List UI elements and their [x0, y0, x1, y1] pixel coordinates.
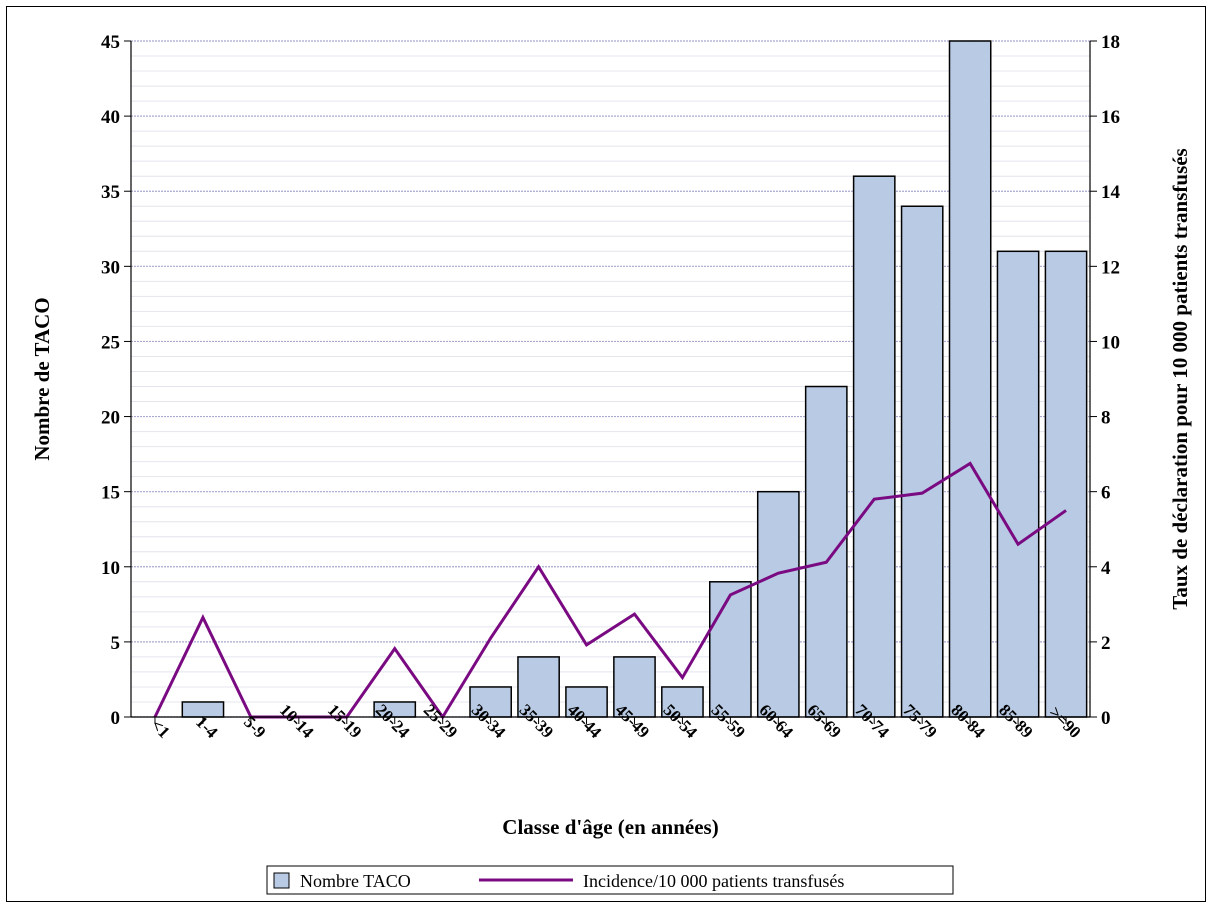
grid-lines: [131, 40, 1090, 718]
right-tick-label: 0: [1101, 708, 1111, 729]
bar-75-79: [900, 205, 944, 718]
bar->=90: [1044, 250, 1088, 718]
bar-65-69: [804, 385, 848, 718]
left-tick-label: 30: [101, 257, 120, 278]
right-tick-label: 14: [1101, 182, 1121, 203]
legend-box: [266, 865, 954, 895]
x-tick-label: 10-14: [276, 700, 318, 742]
right-tick-label: 8: [1101, 408, 1111, 429]
legend-swatch-bar: [273, 872, 290, 889]
axes: [124, 40, 1097, 724]
left-tick-label: 40: [101, 107, 120, 128]
bar-45-49: [613, 656, 656, 718]
right-tick-label: 6: [1101, 483, 1111, 504]
left-tick-label: 0: [111, 708, 121, 729]
bar-60-64: [756, 490, 800, 718]
chart-frame: 0 5 10 15 20 25 30 35 40 45 0 2 4 6 8 10 12 14 16 18 <1 1-4 5-…: [6, 6, 1206, 902]
left-tick-label: 5: [111, 633, 121, 654]
x-tick-label: 25-29: [420, 700, 461, 741]
left-tick-label: 35: [101, 182, 120, 203]
legend-label-line: Incidence/10 000 patients transfusés: [583, 871, 844, 891]
x-tick-label: 15-19: [324, 700, 365, 741]
bar-80-84: [948, 40, 992, 718]
right-tick-label: 18: [1101, 32, 1120, 53]
bar-55-59: [709, 581, 752, 718]
left-tick-label: 45: [101, 32, 120, 53]
bar-30-34: [469, 686, 512, 718]
y2-axis-title: Taux de déclaration pour 10 000 patients…: [1168, 148, 1192, 609]
bar-85-89: [996, 250, 1040, 718]
legend-label-bar: Nombre TACO: [300, 871, 411, 891]
y-axis-title: Nombre de TACO: [30, 297, 54, 460]
bar-40-44: [565, 686, 608, 718]
legend: Nombre TACO Incidence/10 000 patients tr…: [266, 865, 954, 895]
bar-70-74: [852, 175, 896, 718]
bar-series-nombre-taco: [181, 40, 1088, 718]
right-tick-label: 2: [1101, 633, 1111, 654]
x-tick-label: <1: [147, 716, 173, 742]
left-tick-label: 25: [101, 332, 120, 353]
x-axis-title: Classe d'âge (en années): [502, 815, 718, 839]
left-tick-label: 10: [101, 558, 120, 579]
left-tick-label: 20: [101, 408, 120, 429]
right-tick-label: 16: [1101, 107, 1120, 128]
left-tick-label: 15: [101, 483, 120, 504]
bar-35-39: [517, 656, 560, 718]
right-tick-label: 4: [1101, 558, 1111, 579]
right-tick-label: 10: [1101, 332, 1120, 353]
right-tick-label: 12: [1101, 257, 1120, 278]
